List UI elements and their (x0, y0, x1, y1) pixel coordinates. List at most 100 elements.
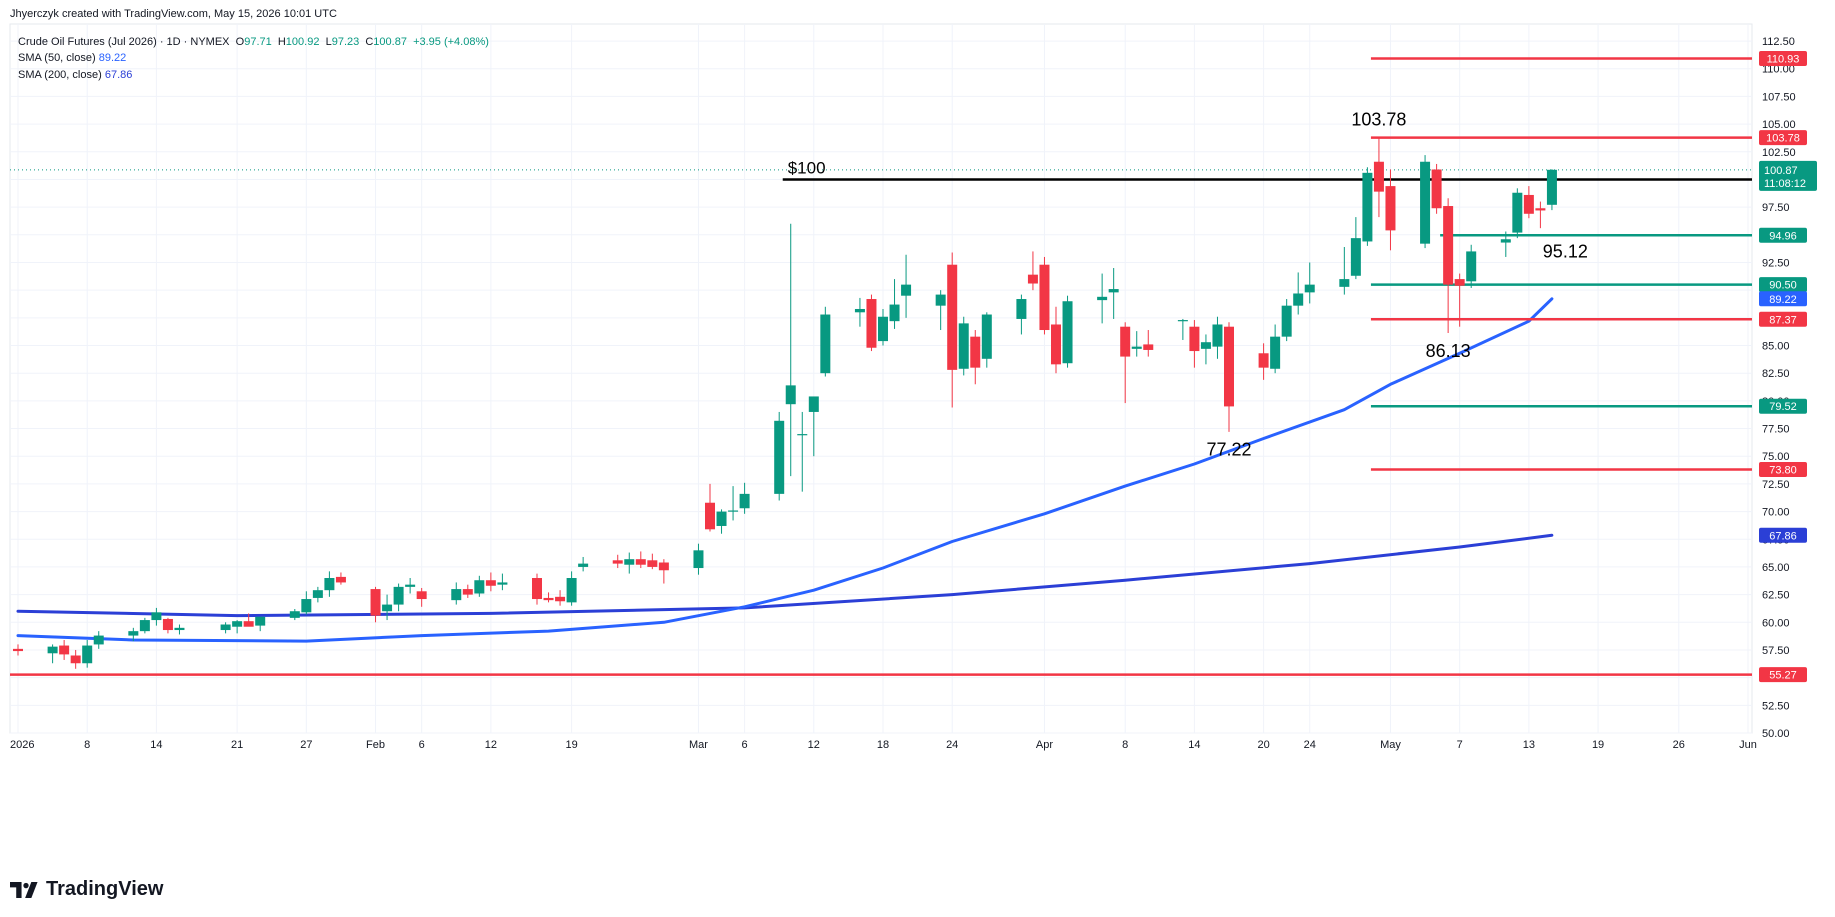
candle-body (243, 621, 254, 627)
candle (451, 582, 462, 605)
x-tick-label: May (1380, 739, 1401, 751)
tradingview-logo-icon (10, 881, 38, 898)
candle-body (1270, 336, 1281, 369)
price-annotation: 103.78 (1351, 110, 1406, 130)
candle (1212, 316, 1223, 359)
candle (728, 486, 739, 521)
candle-body (889, 304, 900, 322)
y-tick-label: 62.50 (1762, 590, 1790, 602)
candle-body (566, 578, 577, 603)
time-axis[interactable]: 2026 8 14 21 27 Feb 6 12 19 Mar 6 12 18 24 Apr 8 14 20 24 M… (10, 739, 1757, 751)
candle (866, 294, 877, 352)
last-price-badge (1759, 160, 1817, 191)
candle (1350, 217, 1361, 280)
plot-frame (9, 23, 1753, 734)
candle (416, 587, 427, 607)
candle (1039, 256, 1050, 335)
levels-layer (10, 57, 1752, 676)
price-annotation: 77.22 (1206, 440, 1251, 460)
candle-body (958, 323, 969, 369)
candle (878, 308, 888, 346)
candle-body (785, 385, 796, 405)
candle (162, 617, 173, 634)
x-tick-label: 8 (1122, 739, 1128, 751)
x-tick-label: Jun (1739, 739, 1757, 751)
candle (901, 254, 912, 318)
candle-body (532, 578, 542, 600)
candle (232, 620, 243, 634)
candle-body (1189, 326, 1200, 352)
candle (289, 609, 300, 621)
x-tick-label: Apr (1036, 739, 1053, 751)
candle (393, 583, 404, 612)
price-axis[interactable]: 112.50110.00107.50105.00102.50100.0097.5… (1759, 36, 1817, 740)
candle-body (13, 648, 23, 652)
candle-body (658, 562, 669, 571)
candle-body (59, 645, 70, 655)
x-tick-label: 24 (1304, 739, 1316, 751)
candle-body (1281, 305, 1292, 337)
sma-price-label-bg (1759, 527, 1807, 543)
sma50-legend[interactable]: SMA (50, close) 89.22 (18, 52, 126, 64)
sma50-value: 89.22 (98, 52, 127, 64)
candle (1385, 169, 1396, 251)
candle (578, 556, 589, 572)
candle-body (1177, 320, 1188, 322)
candle-body (93, 635, 104, 645)
x-tick-label: 6 (742, 739, 748, 751)
candle (774, 411, 785, 501)
candle (255, 616, 266, 632)
tradingview-logo[interactable]: TradingView (10, 878, 163, 901)
candle-body (543, 597, 554, 601)
countdown-label: 11:08:12 (1764, 178, 1806, 190)
candle-body (1293, 293, 1304, 306)
candle (808, 396, 819, 457)
level-text: $100 (788, 158, 826, 177)
sma200-legend[interactable]: SMA (200, close) 67.86 (18, 69, 132, 81)
candle (462, 584, 473, 598)
y-tick-label: 72.50 (1762, 479, 1790, 491)
candle (635, 551, 646, 569)
candle (981, 312, 992, 368)
level-price-label-bg (1759, 130, 1807, 146)
candle-body (1097, 296, 1108, 301)
candle-body (1039, 264, 1050, 331)
x-tick-label: 12 (808, 739, 820, 751)
candle (1177, 318, 1188, 340)
level-price-label-bg (1759, 227, 1807, 243)
y-tick-label: 105.00 (1762, 119, 1796, 131)
candle (1062, 295, 1073, 368)
candle-body (1120, 326, 1131, 357)
x-tick-label: 19 (565, 739, 577, 751)
chart-grid (9, 23, 1753, 734)
candles-layer (13, 137, 1557, 669)
candle (485, 572, 496, 592)
y-tick-label: 92.50 (1762, 257, 1790, 269)
candle-body (301, 599, 312, 613)
sma50-layer (16, 297, 1554, 643)
candle (739, 482, 750, 514)
candle (555, 590, 566, 606)
level-price-label: 94.96 (1769, 230, 1797, 242)
candle (1420, 155, 1431, 249)
chart-credit: Jhyerczyk created with TradingView.com, … (10, 8, 337, 20)
symbol-legend[interactable]: Crude Oil Futures (Jul 2026) · 1D · NYME… (18, 36, 489, 48)
candle (935, 290, 946, 331)
candle (1143, 330, 1154, 357)
candle-body (1062, 301, 1073, 364)
candle (1523, 186, 1534, 219)
candle-body (139, 620, 150, 632)
candle (70, 649, 81, 669)
candle (1500, 231, 1511, 257)
candle (82, 640, 93, 668)
sma50-label: SMA (50, close) (18, 52, 96, 64)
x-tick-label: 8 (84, 739, 90, 751)
y-tick-label: 50.00 (1762, 728, 1790, 740)
candle-body (393, 586, 404, 605)
candle (1443, 198, 1454, 334)
level-price-label-bg (1759, 462, 1807, 478)
y-tick-label: 65.00 (1762, 562, 1790, 574)
candle (139, 617, 150, 634)
candle (854, 297, 865, 327)
